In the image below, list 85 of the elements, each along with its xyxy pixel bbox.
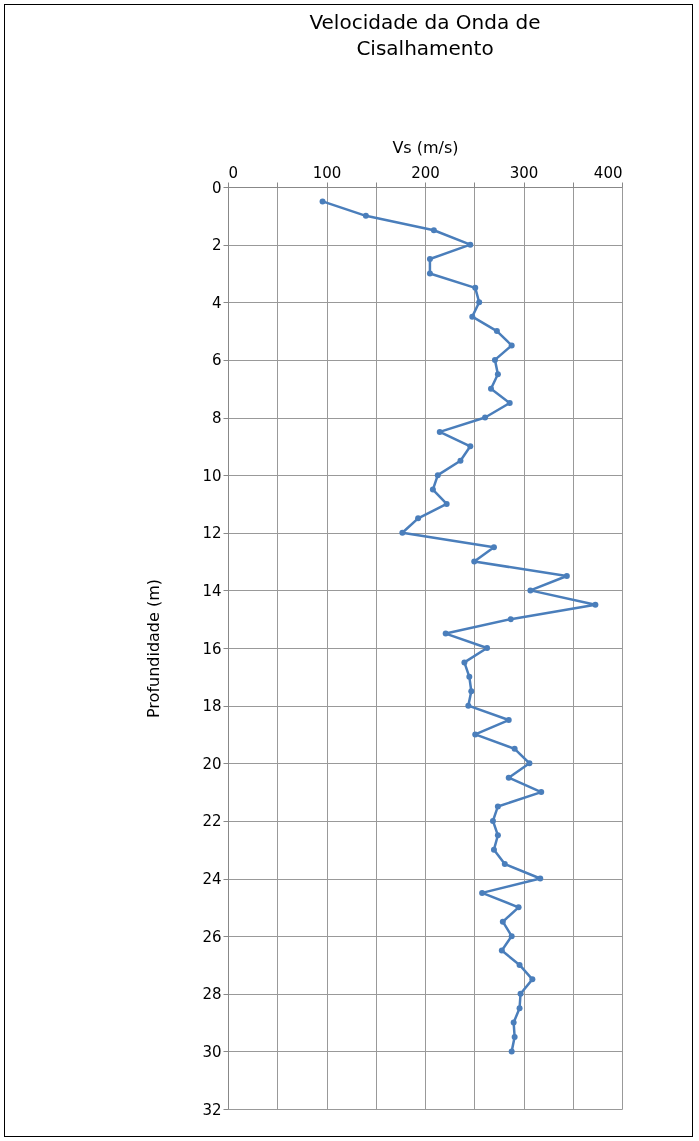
point xyxy=(494,803,501,810)
point xyxy=(516,1005,523,1012)
point xyxy=(499,918,506,925)
point xyxy=(430,227,437,234)
y-tick-label: 10 xyxy=(202,466,222,485)
point xyxy=(508,342,515,349)
point xyxy=(515,904,522,911)
point xyxy=(429,486,436,493)
x-tick-label: 200 xyxy=(411,163,440,182)
point xyxy=(467,443,474,450)
point xyxy=(529,976,536,983)
point xyxy=(471,558,478,565)
y-tick-label: 28 xyxy=(202,985,222,1004)
point xyxy=(505,774,512,781)
point xyxy=(472,284,479,291)
point xyxy=(494,371,501,378)
y-tick-label: 24 xyxy=(202,870,222,888)
x-tick-label: 300 xyxy=(509,163,539,182)
point xyxy=(491,356,498,363)
point xyxy=(319,198,326,205)
point xyxy=(493,328,500,335)
x-tick-label: 0 xyxy=(228,163,239,182)
point xyxy=(563,572,570,579)
point xyxy=(508,1048,515,1055)
y-tick-label: 2 xyxy=(211,236,222,255)
point xyxy=(505,717,512,724)
point xyxy=(494,832,501,839)
point xyxy=(476,299,483,306)
point xyxy=(472,731,479,738)
y-tick-label: 20 xyxy=(202,754,222,773)
point xyxy=(465,702,472,709)
point xyxy=(399,529,406,536)
y-tick-label: 30 xyxy=(202,1042,222,1061)
point xyxy=(537,875,544,882)
point xyxy=(489,817,496,824)
y-tick-label: 22 xyxy=(202,812,222,831)
y-tick-label: 0 xyxy=(211,178,222,197)
point xyxy=(457,457,464,464)
point xyxy=(498,947,505,954)
y-axis-title: Profundidade (m) xyxy=(144,578,164,719)
y-tick-label: 14 xyxy=(202,581,222,600)
y-tick-label: 32 xyxy=(202,1100,222,1119)
point xyxy=(443,500,450,507)
y-tick-label: 8 xyxy=(211,409,222,427)
point xyxy=(415,515,422,522)
point xyxy=(501,861,508,868)
point xyxy=(442,630,449,637)
point xyxy=(484,645,491,651)
chart-title: Velocidade da Onda de Cisalhamento xyxy=(309,10,541,60)
point xyxy=(482,414,489,421)
y-tick-label: 6 xyxy=(211,351,222,370)
point xyxy=(506,400,513,407)
point xyxy=(468,688,475,695)
point xyxy=(516,961,523,968)
point xyxy=(362,212,369,219)
point xyxy=(479,889,486,896)
point xyxy=(511,745,518,752)
point xyxy=(461,659,468,666)
point xyxy=(426,270,433,277)
point xyxy=(426,256,433,263)
point xyxy=(510,1019,517,1026)
point xyxy=(517,990,524,997)
point xyxy=(487,385,494,392)
point xyxy=(436,428,443,435)
y-tick-label: 4 xyxy=(211,293,222,312)
y-tick-label: 16 xyxy=(202,639,222,658)
point xyxy=(469,313,476,320)
point xyxy=(490,544,497,551)
x-axis-title: Vs (m/s) xyxy=(392,137,459,157)
point xyxy=(434,472,441,479)
point xyxy=(527,587,534,594)
y-tick-label: 12 xyxy=(202,524,222,543)
y-tick-label: 26 xyxy=(202,927,222,946)
point xyxy=(592,601,599,608)
x-tick-label: 100 xyxy=(312,163,342,182)
point xyxy=(538,789,545,796)
point xyxy=(526,760,533,767)
point xyxy=(467,241,474,248)
x-tick-label: 400 xyxy=(593,163,623,182)
point xyxy=(511,1033,518,1040)
point xyxy=(466,673,473,680)
point xyxy=(507,616,514,623)
point xyxy=(490,846,497,853)
y-tick-label: 18 xyxy=(202,697,222,716)
point xyxy=(508,933,515,940)
